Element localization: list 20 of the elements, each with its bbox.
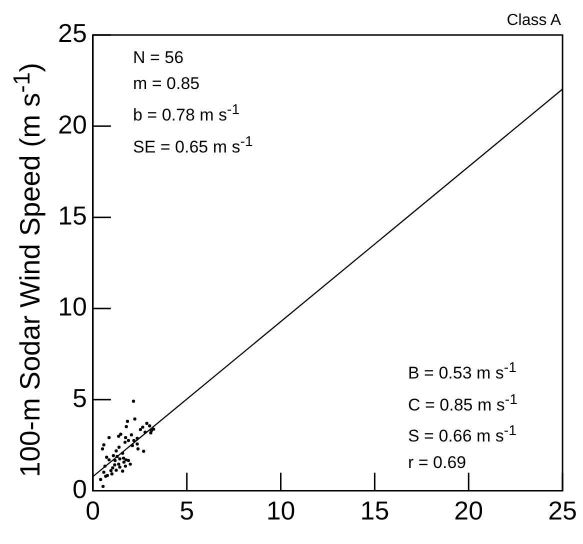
annotation: S = 0.66 m s$^{-1}$ xyxy=(408,422,518,448)
annotation: r = 0.69 xyxy=(408,452,468,474)
annotation: N = 56 xyxy=(133,47,185,69)
y-tick-label: 15 xyxy=(58,200,87,230)
x-tick-label: 15 xyxy=(360,496,390,526)
annotation: m = 0.85 xyxy=(133,73,201,95)
y-tick-label: 10 xyxy=(58,292,87,322)
annotation: b = 0.78 m s$^{-1}$ xyxy=(133,101,241,127)
y-tick-label: 5 xyxy=(72,382,87,413)
x-tick-label: 5 xyxy=(180,496,194,526)
annotation: B = 0.53 m s$^{-1}$ xyxy=(408,359,518,385)
x-tick-label: 20 xyxy=(454,496,484,526)
annotation: SE = 0.65 m s$^{-1}$ xyxy=(133,132,253,158)
x-tick-label: 10 xyxy=(266,496,296,526)
annotation: C = 0.85 m s$^{-1}$ xyxy=(408,390,518,416)
y-tick-label: 25 xyxy=(58,18,87,48)
chart-title: Class A xyxy=(506,11,561,31)
x-tick-label: 25 xyxy=(548,496,577,526)
y-tick-label: 20 xyxy=(58,109,87,140)
y-tick-label: 0 xyxy=(72,474,87,504)
